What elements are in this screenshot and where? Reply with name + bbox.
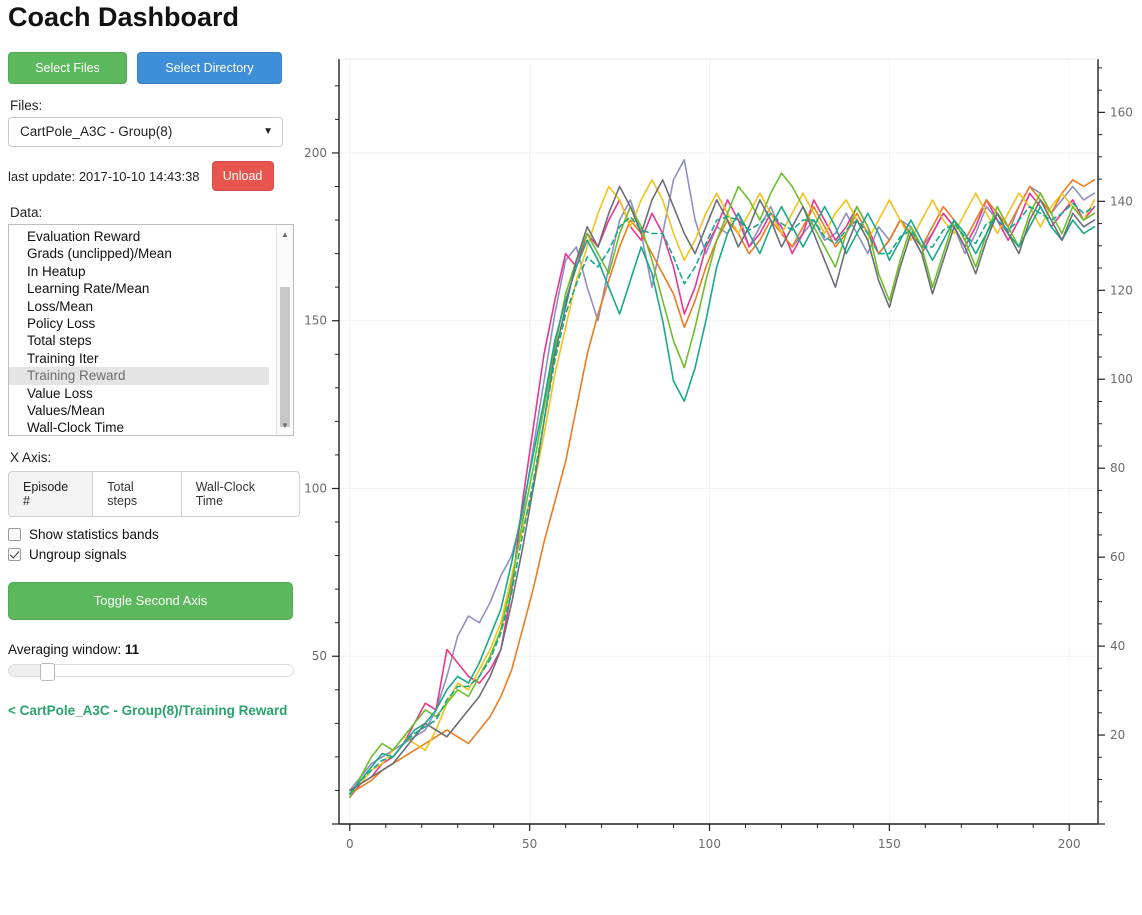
unload-button[interactable]: Unload (211, 161, 274, 191)
list-item[interactable]: Training Reward (9, 367, 269, 385)
select-directory-button[interactable]: Select Directory (137, 52, 282, 84)
axis-tick-label: 50 (312, 649, 327, 663)
axis-tick-label: 20 (1110, 728, 1125, 742)
axis-tick-label: 150 (878, 837, 901, 851)
show-statistics-bands-checkbox[interactable] (8, 528, 21, 541)
show-statistics-bands-label: Show statistics bands (29, 527, 159, 542)
list-item[interactable]: Evaluation Reward (27, 229, 141, 244)
file-buttons-row: Select Files Select Directory (8, 52, 300, 84)
axis-tick-label: 0 (346, 837, 354, 851)
axis-tick-label: 160 (1110, 105, 1133, 119)
averaging-window-value: 11 (124, 642, 140, 657)
slider-fill (9, 665, 44, 676)
axis-tick-label: 200 (1058, 837, 1081, 851)
last-update-text: last update: 2017-10-10 14:43:38 (8, 168, 200, 184)
list-item[interactable]: Loss/Mean (27, 298, 94, 314)
axis-tick-label: 50 (522, 837, 537, 851)
control-sidebar: Select Files Select Directory Files: Car… (0, 34, 300, 718)
list-item[interactable]: Values/Mean (27, 402, 105, 418)
files-select-value: CartPole_A3C - Group(8) (20, 124, 173, 139)
axis-tick-label: 100 (1110, 372, 1133, 386)
show-statistics-bands-row[interactable]: Show statistics bands (8, 527, 300, 542)
page-title: Coach Dashboard (8, 2, 240, 32)
list-item[interactable]: Wall-Clock Time (27, 420, 125, 436)
ungroup-signals-label: Ungroup signals (29, 547, 127, 562)
axis-tick-label: 200 (304, 146, 327, 160)
averaging-window-slider[interactable] (8, 663, 294, 681)
breadcrumb[interactable]: < CartPole_A3C - Group(8)/Training Rewar… (8, 703, 288, 718)
files-label: Files: (10, 98, 43, 113)
series-line (348, 179, 1096, 792)
data-label: Data: (10, 205, 43, 220)
axis-tick-label: 120 (1110, 283, 1133, 297)
series-line (348, 202, 1096, 795)
data-list-scrollbar[interactable]: ▲ ▼ (276, 225, 293, 435)
axis-tick-label: 60 (1110, 550, 1125, 564)
ungroup-signals-checkbox[interactable] (8, 548, 21, 561)
slider-handle[interactable] (40, 663, 56, 681)
files-select[interactable]: CartPole_A3C - Group(8) ▼ (8, 117, 283, 147)
axis-tick-label: 40 (1110, 639, 1125, 653)
axis-tick-label: 80 (1110, 461, 1125, 475)
series-line (348, 179, 1096, 792)
x-axis-tabs: Episode # Total steps Wall-Clock Time (8, 471, 300, 517)
series-line (348, 172, 1096, 799)
scroll-up-icon[interactable]: ▲ (281, 230, 289, 239)
averaging-window-label: Averaging window: 11 (8, 642, 300, 657)
list-item[interactable]: Training Iter (27, 350, 99, 366)
select-files-button[interactable]: Select Files (8, 52, 127, 84)
scroll-down-icon[interactable]: ▼ (281, 421, 289, 430)
axis-tick-label: 140 (1110, 194, 1133, 208)
list-item[interactable]: Value Loss (27, 385, 93, 401)
axis-tick-label: 100 (304, 481, 327, 495)
series-line (348, 179, 1096, 795)
axis-tick-label: 100 (698, 837, 721, 851)
tab-total-steps[interactable]: Total steps (93, 471, 182, 517)
list-item[interactable]: Total steps (27, 333, 92, 349)
training-reward-chart[interactable]: 0 50 100 150 200 50 100 150 200 20 40 60 80 100 120 140… (300, 34, 1142, 915)
axis-tick-label: 150 (304, 314, 327, 328)
data-listbox[interactable]: Evaluation Reward Grads (unclipped)/Mean I… (8, 224, 294, 436)
tab-episode[interactable]: Episode # (8, 471, 94, 517)
toggle-second-axis-button[interactable]: Toggle Second Axis (8, 582, 293, 620)
ungroup-signals-row[interactable]: Ungroup signals (8, 547, 300, 562)
plot-canvas (339, 59, 1098, 824)
list-item[interactable]: Grads (unclipped)/Mean (27, 246, 172, 262)
app-layout: Select Files Select Directory Files: Car… (0, 34, 1142, 851)
last-update-row: last update: 2017-10-10 14:43:38 Unload (8, 161, 300, 191)
list-item[interactable]: Policy Loss (27, 315, 96, 331)
chevron-down-icon: ▼ (263, 126, 273, 137)
averaging-window-text: Averaging window: (8, 642, 122, 657)
tab-wall-clock-time[interactable]: Wall-Clock Time (181, 471, 300, 517)
series-line (348, 205, 1096, 795)
scrollbar-thumb[interactable] (280, 287, 290, 427)
list-item[interactable]: In Heatup (27, 263, 86, 279)
x-axis-label: X Axis: (10, 450, 52, 465)
data-list: Evaluation Reward Grads (unclipped)/Mean I… (9, 225, 293, 436)
list-item[interactable]: Learning Rate/Mean (27, 281, 150, 297)
